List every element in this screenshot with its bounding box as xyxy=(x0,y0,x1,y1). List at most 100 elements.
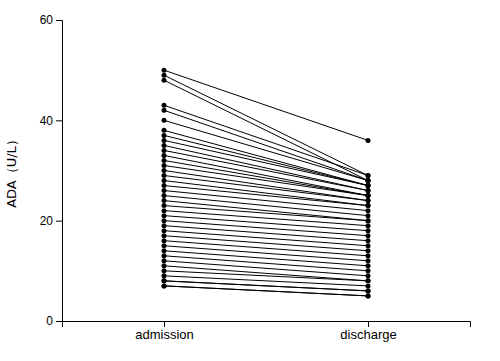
point xyxy=(162,238,167,243)
point xyxy=(366,138,371,143)
line xyxy=(164,276,368,286)
point xyxy=(162,203,167,208)
point xyxy=(162,173,167,178)
series xyxy=(162,283,371,298)
point xyxy=(366,278,371,283)
point xyxy=(162,73,167,78)
point xyxy=(162,68,167,73)
series xyxy=(162,78,371,183)
point xyxy=(162,273,167,278)
point xyxy=(162,258,167,263)
y-tick-mark xyxy=(56,321,62,322)
series xyxy=(162,133,371,188)
series xyxy=(162,118,371,183)
x-axis-line xyxy=(63,322,471,328)
point xyxy=(366,173,371,178)
point xyxy=(162,223,167,228)
series xyxy=(162,153,371,198)
y-axis-line xyxy=(56,21,63,322)
point xyxy=(366,278,371,283)
point xyxy=(162,103,167,108)
point xyxy=(366,288,371,293)
marks xyxy=(162,68,371,299)
series xyxy=(162,183,371,208)
point xyxy=(366,213,371,218)
point xyxy=(162,283,167,288)
point xyxy=(366,193,371,198)
point xyxy=(366,268,371,273)
point xyxy=(162,163,167,168)
series xyxy=(162,148,371,193)
point xyxy=(366,243,371,248)
point xyxy=(162,193,167,198)
y-tick-mark xyxy=(56,221,62,222)
point xyxy=(366,178,371,183)
series xyxy=(162,188,371,213)
point xyxy=(366,228,371,233)
series xyxy=(162,103,371,178)
point xyxy=(366,233,371,238)
y-tick-mark xyxy=(56,20,62,21)
point xyxy=(366,183,371,188)
point xyxy=(366,283,371,288)
point xyxy=(366,293,371,298)
series xyxy=(162,198,371,223)
point xyxy=(366,198,371,203)
point xyxy=(366,218,371,223)
point xyxy=(162,268,167,273)
line xyxy=(164,186,368,206)
point xyxy=(162,153,167,158)
point xyxy=(366,188,371,193)
y-tick-label: 20 xyxy=(40,214,54,228)
point xyxy=(162,233,167,238)
y-tick: 0 xyxy=(46,314,62,328)
y-tick: 20 xyxy=(40,214,62,228)
y-tick-label: 60 xyxy=(40,13,54,27)
point xyxy=(366,263,371,268)
point xyxy=(366,288,371,293)
series xyxy=(162,168,371,203)
point xyxy=(162,148,167,153)
point xyxy=(366,198,371,203)
point xyxy=(162,143,167,148)
chart: 0204060admissiondischargeADA（U/L） xyxy=(0,0,500,361)
line xyxy=(164,271,368,281)
point xyxy=(366,258,371,263)
series xyxy=(162,158,371,198)
y-axis: 0 20 40 60 xyxy=(40,13,63,328)
x-tick: discharge xyxy=(340,321,396,342)
point xyxy=(366,238,371,243)
y-tick-label: 0 xyxy=(46,314,53,328)
point xyxy=(366,183,371,188)
point xyxy=(162,198,167,203)
line xyxy=(164,120,368,180)
y-tick: 40 xyxy=(40,114,62,128)
line xyxy=(164,286,368,296)
point xyxy=(162,188,167,193)
series xyxy=(162,108,371,183)
point xyxy=(366,273,371,278)
line xyxy=(164,266,368,281)
y-tick: 60 xyxy=(40,13,62,27)
point xyxy=(162,178,167,183)
point xyxy=(366,253,371,258)
y-tick-mark xyxy=(56,120,62,121)
series xyxy=(162,283,371,298)
point xyxy=(366,248,371,253)
line xyxy=(164,281,368,291)
line xyxy=(164,165,368,195)
point xyxy=(162,253,167,258)
point xyxy=(162,168,167,173)
point xyxy=(162,108,167,113)
point xyxy=(366,293,371,298)
point xyxy=(366,193,371,198)
point xyxy=(162,218,167,223)
line xyxy=(164,105,368,175)
point xyxy=(366,183,371,188)
point xyxy=(162,263,167,268)
point xyxy=(366,203,371,208)
line xyxy=(164,160,368,195)
x-tick: admission xyxy=(135,321,194,342)
series xyxy=(162,73,371,178)
point xyxy=(366,218,371,223)
